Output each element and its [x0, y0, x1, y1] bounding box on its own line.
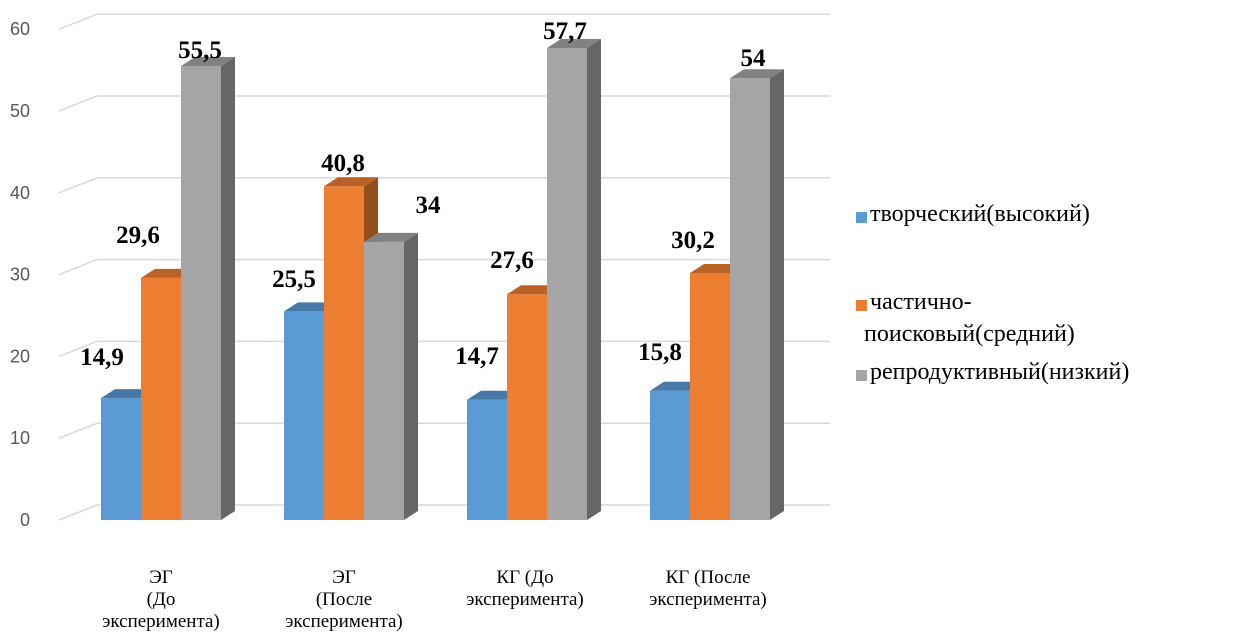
legend-label: частично-поисковый(средний) — [864, 289, 1075, 347]
gridline-depth — [58, 258, 98, 276]
bar — [507, 294, 547, 520]
bar — [181, 66, 221, 520]
bar — [284, 311, 324, 520]
category-label: КГ (До — [496, 567, 553, 588]
category-label: (До — [147, 589, 176, 610]
gridline-depth — [58, 95, 98, 112]
legend-label: репродуктивный(низкий) — [870, 359, 1130, 385]
bar — [467, 399, 507, 520]
category-label: эксперимента) — [466, 589, 584, 610]
category-label: (После — [316, 589, 372, 610]
legend-item: частично-поисковый(средний) — [856, 289, 1075, 350]
data-label: 40,8 — [321, 150, 365, 177]
y-tick-label: 50 — [10, 101, 30, 121]
y-tick-label: 0 — [20, 510, 30, 530]
legend-swatch — [856, 212, 867, 223]
gridline-depth — [58, 340, 98, 358]
gridline-depth — [58, 13, 98, 30]
bar-side — [221, 57, 235, 520]
bar — [101, 398, 141, 520]
data-label: 15,8 — [638, 339, 682, 366]
category-label: КГ (После — [666, 567, 751, 588]
data-label: 25,5 — [272, 266, 316, 293]
data-label: 14,9 — [80, 344, 124, 371]
bar — [730, 78, 770, 520]
bar — [141, 277, 181, 520]
category-label: ЭГ — [149, 567, 173, 588]
y-tick-label: 60 — [10, 19, 30, 39]
category-label: эксперимента) — [285, 611, 403, 632]
bar — [650, 390, 690, 520]
bar — [547, 48, 587, 520]
gridline-depth — [58, 177, 98, 194]
bar-side — [404, 232, 418, 520]
y-tick-label: 30 — [10, 265, 30, 285]
category-label: эксперимента) — [649, 589, 767, 610]
data-label: 14,7 — [455, 343, 499, 370]
bar-top — [730, 69, 784, 79]
bar-top — [181, 57, 235, 67]
bar — [690, 272, 730, 520]
gridline-depth — [58, 504, 98, 521]
legend-swatch — [856, 300, 867, 311]
bar-top — [324, 177, 378, 187]
bar-top — [364, 232, 418, 242]
data-label: 54 — [741, 45, 767, 72]
data-label: 29,6 — [116, 222, 160, 249]
bar-side — [587, 39, 601, 520]
category-label: эксперимента) — [102, 611, 220, 632]
category-label: ЭГ — [332, 567, 356, 588]
bar — [324, 186, 364, 521]
gridline-depth — [58, 422, 98, 439]
data-label: 30,2 — [671, 227, 715, 254]
bar — [364, 241, 404, 520]
y-tick-label: 10 — [10, 428, 30, 448]
y-tick-label: 20 — [10, 346, 30, 366]
data-label: 57,7 — [543, 18, 587, 45]
legend-label: творческий(высокий) — [870, 201, 1090, 227]
legend-swatch — [856, 370, 867, 381]
bar-top — [547, 39, 601, 49]
data-label: 55,5 — [178, 37, 222, 64]
legend-item: творческий(высокий) — [856, 201, 1090, 230]
legend-item: репродуктивный(низкий) — [856, 359, 1129, 388]
y-tick-label: 40 — [10, 183, 30, 203]
bar-side — [770, 69, 784, 520]
data-label: 34 — [416, 192, 442, 219]
data-label: 27,6 — [490, 247, 534, 274]
